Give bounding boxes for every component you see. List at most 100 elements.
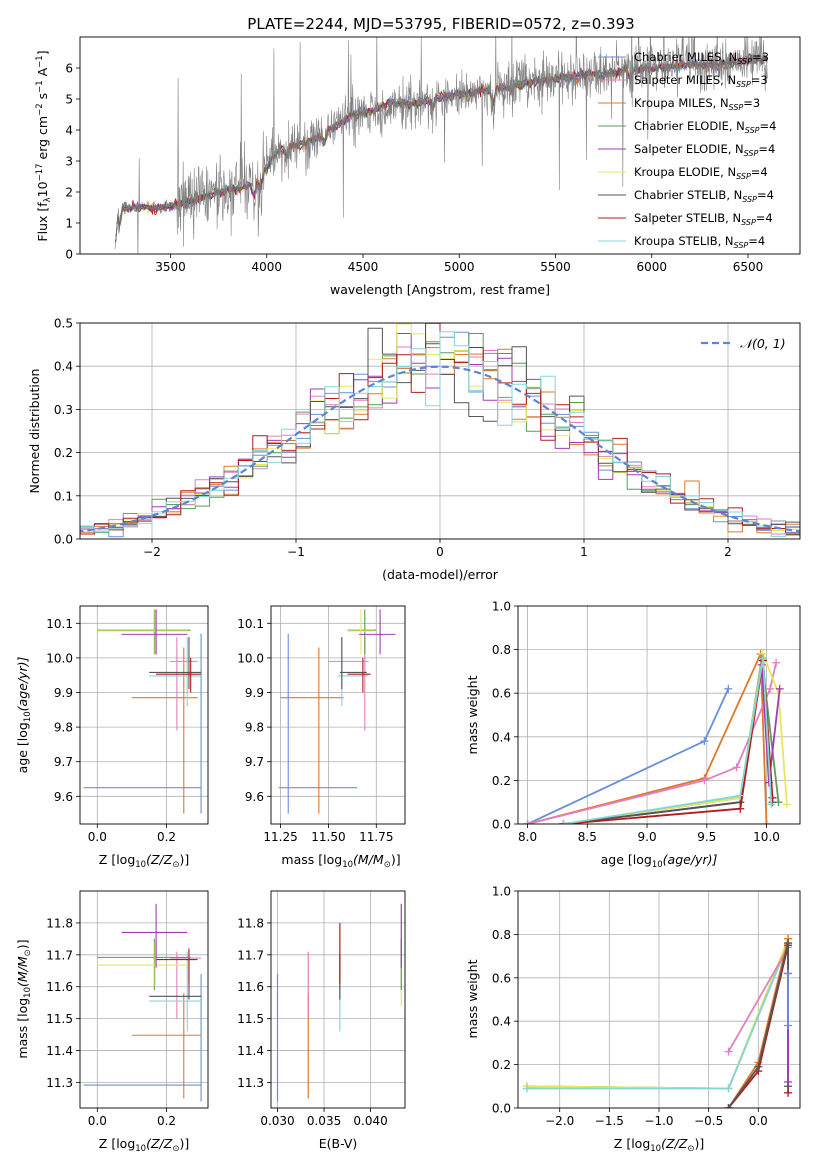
y-tick-label: 0.0 (492, 1102, 511, 1116)
x-tick-label: −1.5 (595, 1114, 624, 1128)
y-tick-label: 11.4 (46, 1044, 73, 1058)
series-line-salpeter_miles (527, 662, 777, 824)
legend-entry: Salpeter MILES, NSSP=3 (634, 73, 768, 89)
x-tick-label: 1 (580, 545, 588, 559)
y-tick-label: 10.1 (46, 617, 73, 631)
y-tick-label: 0.0 (54, 533, 73, 547)
x-tick-label: 8.0 (518, 830, 537, 844)
x-tick-label: 5500 (540, 260, 571, 274)
x-tick-label: 2 (724, 545, 732, 559)
y-axis-label: mass weight (465, 959, 480, 1038)
histogram-kroupa_stelib (80, 331, 800, 538)
legend-entry: 𝒩(0, 1) (740, 336, 786, 351)
series-line-kroupa_miles (527, 653, 768, 824)
y-tick-label: 10.0 (237, 651, 264, 665)
axes-age_vs_mass: 11.25 11.50 11.75 9.6 9.7 9.8 9.9 10.0 10.1 mass … (237, 605, 406, 870)
y-tick-label: 0.8 (492, 928, 511, 942)
y-tick-label: 11.3 (46, 1076, 73, 1090)
series-line-salpeter_miles (727, 946, 789, 1053)
x-tick-label: 0.030 (260, 1114, 294, 1128)
plot-area (80, 891, 208, 1108)
x-tick-label: 4500 (348, 260, 379, 274)
legend-entry: Chabrier ELODIE, NSSP=4 (634, 119, 776, 135)
y-tick-label: 0.6 (492, 971, 511, 985)
axes-frame (79, 890, 209, 1109)
plot-area (518, 606, 800, 824)
axes-frame (270, 605, 406, 825)
x-tick-label: −1 (287, 545, 305, 559)
x-tick-label: 0.0 (88, 830, 107, 844)
y-tick-label: 0.4 (492, 730, 511, 744)
y-tick-label: 9.6 (245, 790, 264, 804)
y-tick-label: 11.6 (237, 980, 264, 994)
series-line-kroupa_elodie (563, 653, 788, 824)
axes-spectrum: 3500 4000 4500 5000 5500 6000 6500 0 1 2 3 4 5 6 wavel… (35, 36, 801, 297)
y-tick-label: 6 (65, 62, 73, 76)
y-tick-label: 0.8 (492, 643, 511, 657)
x-tick-label: 0 (436, 545, 444, 559)
plot-area (518, 891, 800, 1108)
y-tick-label: 0.6 (492, 687, 511, 701)
y-tick-label: 9.8 (245, 721, 264, 735)
x-axis-label: mass [log10​(M/M⊙​)] (281, 852, 400, 870)
y-tick-label: 4 (65, 124, 73, 138)
y-tick-label: 0.0 (492, 818, 511, 832)
axes-frame (79, 605, 209, 825)
legend: 𝒩(0, 1) (701, 336, 786, 351)
y-tick-label: 0.5 (54, 317, 73, 331)
x-tick-label: 6000 (636, 260, 667, 274)
y-tick-label: 9.9 (54, 686, 73, 700)
axes-frame (270, 890, 406, 1109)
legend: Chabrier MILES, NSSP=3 Salpeter MILES, NS… (598, 50, 776, 250)
y-tick-label: 11.3 (237, 1076, 264, 1090)
axes-mass_vs_Z: 0.0 0.2 11.3 11.4 11.5 11.6 11.7 11.8 Z [log10​(… (15, 890, 209, 1154)
x-tick-label: 0.0 (749, 1114, 768, 1128)
y-axis-label: Flux [fλ​10−17​ erg cm−2​ s−1​ A−1​] (35, 50, 53, 241)
x-tick-label: 11.75 (359, 830, 393, 844)
axes-mass_weight_vs_age: 8.0 8.5 9.0 9.5 10.0 0.0 0.2 0.4 0.6 0.8 1.0 age [l… (465, 600, 801, 870)
y-tick-label: 10.0 (46, 651, 73, 665)
x-tick-label: 3500 (155, 260, 186, 274)
plot-area (271, 891, 405, 1108)
x-tick-label: 4000 (251, 260, 282, 274)
x-tick-label: 5000 (444, 260, 475, 274)
series-line-salpeter_stelib (563, 659, 774, 824)
y-tick-label: 11.6 (46, 980, 73, 994)
axes-frame (517, 605, 801, 825)
x-tick-label: −0.5 (694, 1114, 723, 1128)
y-axis-label: Normed distribution (27, 369, 42, 494)
x-axis-label: E(B-V) (319, 1136, 358, 1151)
legend-entry: Chabrier STELIB, NSSP=4 (634, 188, 774, 204)
y-tick-label: 3 (65, 155, 73, 169)
y-tick-label: 9.7 (54, 755, 73, 769)
x-tick-label: 9.5 (697, 830, 716, 844)
x-tick-label: 0.2 (157, 1114, 176, 1128)
axes-frame (517, 890, 801, 1109)
y-tick-label: 11.8 (46, 916, 73, 930)
legend-entry: Kroupa STELIB, NSSP=4 (634, 234, 765, 250)
x-axis-label: (data-model)/error (382, 567, 499, 582)
y-tick-label: 2 (65, 186, 73, 200)
y-tick-label: 9.7 (245, 755, 264, 769)
x-tick-label: −1.0 (644, 1114, 673, 1128)
x-tick-label: 11.25 (263, 830, 297, 844)
x-tick-label: 6500 (733, 260, 764, 274)
y-tick-label: 0.4 (54, 360, 73, 374)
y-tick-label: 11.8 (237, 916, 264, 930)
y-tick-label: 1.0 (492, 885, 511, 899)
y-axis-label: mass [log10​(M/M⊙​)] (15, 939, 33, 1058)
y-tick-label: 0.2 (492, 774, 511, 788)
plot-area (271, 606, 405, 824)
axes-age_vs_Z: 0.0 0.2 9.6 9.7 9.8 9.9 10.0 10.1 Z [log10​(Z/Z⊙… (15, 605, 209, 870)
legend-entry: Salpeter ELODIE, NSSP=4 (634, 142, 775, 158)
y-axis-label: mass weight (465, 675, 480, 754)
legend-entry: Chabrier MILES, NSSP=3 (634, 50, 769, 66)
x-tick-label: 0.035 (307, 1114, 341, 1128)
y-tick-label: 0 (65, 248, 73, 262)
y-tick-label: 0.2 (54, 446, 73, 460)
y-tick-label: 11.5 (46, 1012, 73, 1026)
x-tick-label: −2 (143, 545, 161, 559)
x-tick-label: 11.50 (311, 830, 345, 844)
plot-area (80, 323, 800, 539)
